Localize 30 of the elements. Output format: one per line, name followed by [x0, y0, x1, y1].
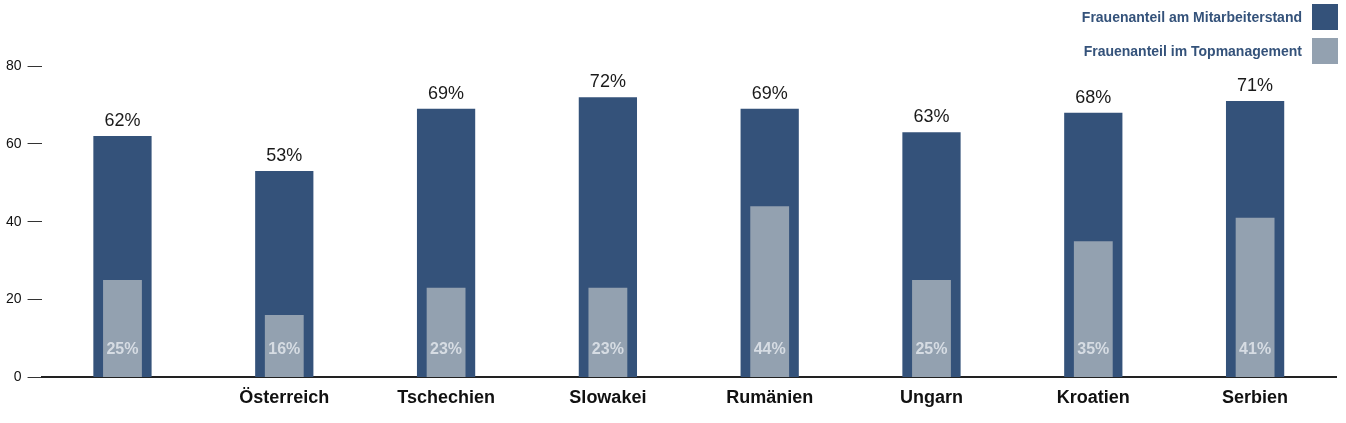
data-label: 71% [1237, 75, 1274, 95]
x-tick-label: Tschechien [397, 387, 495, 408]
data-label: 63% [913, 106, 950, 127]
data-label: 69% [751, 82, 788, 103]
data-label: 72% [589, 71, 626, 92]
data-label: 23% [591, 339, 624, 357]
x-tick-label: Rumänien [726, 387, 814, 408]
y-tick-label: 20 [5, 290, 22, 307]
data-label: 23% [430, 339, 463, 357]
data-label: 44% [753, 339, 786, 357]
y-tick-label: 0 [13, 368, 22, 385]
legend-label: Frauenanteil am Mitarbeiterstand [1081, 9, 1302, 25]
data-label: 69% [428, 82, 465, 103]
data-label: 25% [915, 339, 948, 357]
y-tick-label: 80 [5, 56, 22, 73]
y-tick-label: 60 [5, 134, 22, 151]
x-tick-label: Österreich [239, 387, 330, 408]
x-tick-label: Serbien [1222, 387, 1289, 408]
y-tick-label: 40 [5, 212, 22, 229]
data-label: 25% [106, 339, 139, 357]
data-label: 62% [104, 110, 141, 131]
data-label: 68% [1075, 86, 1112, 107]
data-label: 53% [266, 145, 303, 166]
x-tick-label: Ungarn [899, 387, 963, 408]
legend-label: Frauenanteil im Topmanagement [1083, 43, 1302, 59]
x-tick-label: Slowakei [569, 387, 647, 408]
data-label: 16% [268, 339, 301, 357]
data-label: 35% [1077, 339, 1110, 357]
x-tick-label: Kroatien [1056, 387, 1130, 408]
data-label: 41% [1239, 339, 1272, 357]
